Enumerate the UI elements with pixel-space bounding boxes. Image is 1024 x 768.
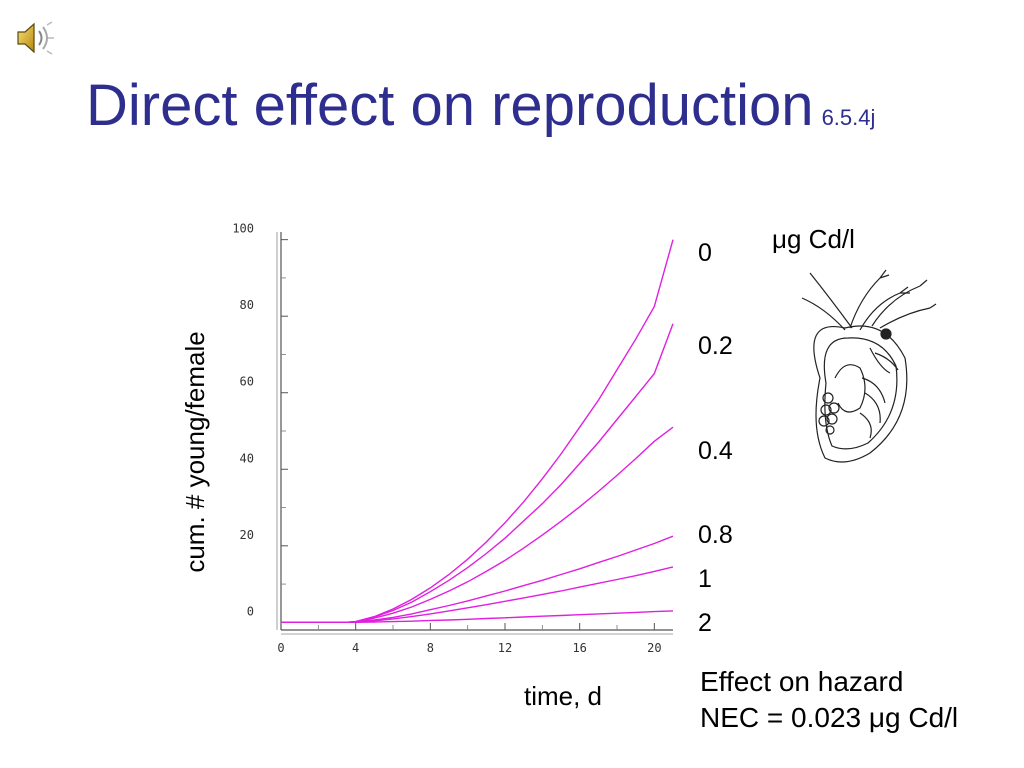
x-tick-label: 12 [498, 641, 512, 655]
x-tick-label: 8 [427, 641, 434, 655]
hazard-notes: Effect on hazard NEC = 0.023 μg Cd/l [700, 664, 958, 736]
series-label-0.2: 0.2 [698, 332, 733, 360]
speaker-icon[interactable] [14, 20, 56, 56]
series-label-0.8: 0.8 [698, 521, 733, 549]
x-tick-label: 0 [277, 641, 284, 655]
chart-series-labels: 0 0.2 0.4 0.8 1 2 [698, 239, 733, 637]
y-tick-label: 20 [240, 528, 254, 542]
chart-axes [276, 232, 673, 635]
series-line-1 [281, 566, 674, 623]
note-effect: Effect on hazard [700, 666, 904, 697]
x-tick-label: 16 [572, 641, 586, 655]
x-tick-label: 20 [647, 641, 661, 655]
x-axis-label: time, d [524, 681, 602, 711]
y-tick-label: 0 [247, 604, 254, 618]
title-ref: 6.5.4j [821, 105, 876, 130]
series-label-2: 2 [698, 609, 712, 637]
y-axis-label: cum. # young/female [180, 331, 210, 572]
series-line-2 [281, 610, 674, 623]
series-line-0.2 [281, 323, 674, 623]
unit-label: μg Cd/l [772, 224, 855, 254]
series-label-0.4: 0.4 [698, 437, 733, 465]
series-label-1: 1 [698, 565, 712, 593]
x-tick-label: 4 [352, 641, 359, 655]
page-title: Direct effect on reproduction 6.5.4j [86, 72, 875, 139]
chart-series [281, 239, 674, 623]
y-tick-label: 40 [240, 451, 254, 465]
daphnia-illustration [801, 269, 937, 463]
y-tick-label: 60 [240, 375, 254, 389]
series-label-0: 0 [698, 239, 712, 267]
chart-ticks: 0 20 40 60 80 100 0 4 8 12 16 20 [232, 222, 661, 655]
note-nec: NEC = 0.023 μg Cd/l [700, 702, 959, 733]
y-tick-label: 100 [232, 222, 254, 236]
series-line-0 [281, 239, 674, 623]
series-line-0.4 [281, 426, 674, 623]
title-main: Direct effect on reproduction [86, 73, 814, 138]
y-tick-label: 80 [240, 298, 254, 312]
series-line-0.8 [281, 535, 674, 623]
